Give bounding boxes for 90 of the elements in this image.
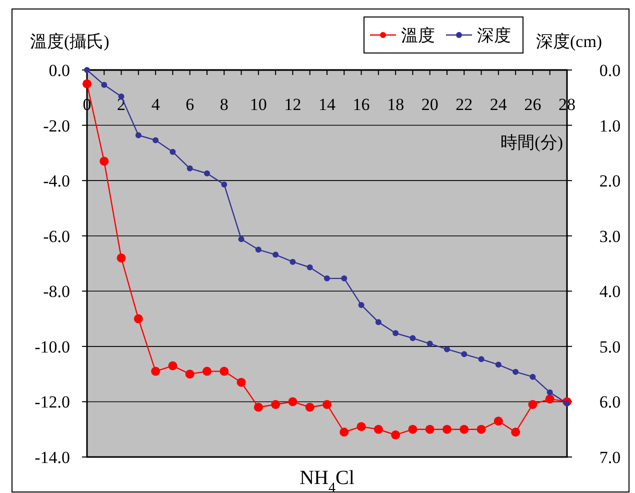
point	[478, 356, 484, 362]
point	[511, 428, 520, 437]
y2-axis-title: 深度(cm)	[536, 32, 602, 51]
point	[272, 252, 279, 258]
point	[322, 400, 332, 409]
y2-tick-label: 0.0	[599, 61, 621, 80]
y2-tick-label: 7.0	[599, 448, 621, 467]
point	[152, 137, 159, 144]
point	[204, 170, 210, 176]
legend-label: 深度	[477, 26, 511, 45]
y2-tick-label: 1.0	[599, 116, 621, 136]
y-axis-title: 溫度(攝氏)	[30, 32, 110, 51]
point	[494, 416, 503, 426]
point	[564, 400, 570, 406]
point	[476, 424, 486, 434]
x-tick-label: 14	[318, 95, 336, 114]
point	[290, 258, 296, 265]
x-tick-label: 12	[284, 95, 302, 114]
y-tick-label: -14.0	[34, 448, 70, 467]
point	[305, 402, 314, 412]
x-tick-label: 20	[421, 95, 438, 114]
point	[220, 366, 229, 376]
point	[135, 132, 142, 138]
point	[408, 424, 418, 434]
point	[255, 246, 262, 253]
point	[356, 422, 366, 432]
y-tick-label: -2.0	[43, 116, 70, 136]
point	[238, 236, 244, 242]
point	[512, 368, 519, 375]
x-tick-label: 24	[490, 95, 508, 114]
point	[100, 156, 109, 166]
x-axis-title: 時間(分)	[500, 133, 563, 152]
point	[442, 424, 452, 434]
point	[340, 428, 349, 437]
point	[392, 330, 399, 336]
x-tick-label: 26	[524, 95, 542, 114]
point	[530, 374, 536, 380]
y2-tick-label: 4.0	[599, 282, 621, 302]
point	[324, 275, 330, 282]
point	[168, 361, 178, 370]
point	[461, 351, 468, 358]
point	[185, 370, 194, 379]
point	[528, 400, 538, 409]
point	[341, 275, 348, 282]
x-tick-label: 18	[387, 95, 404, 114]
y-tick-label: -10.0	[34, 337, 70, 356]
point	[186, 165, 193, 172]
point	[545, 394, 554, 404]
y2-tick-label: 2.0	[599, 172, 621, 191]
point	[271, 400, 280, 409]
y-tick-label: 0.0	[48, 61, 70, 80]
point	[84, 67, 90, 73]
x-tick-label: 6	[186, 95, 194, 114]
point	[116, 253, 126, 262]
y2-tick-label: 3.0	[599, 226, 621, 246]
point	[426, 340, 433, 347]
point	[236, 378, 246, 387]
point	[460, 424, 469, 434]
point	[82, 79, 92, 88]
point	[254, 402, 263, 412]
y-tick-label: -4.0	[43, 172, 70, 191]
point	[221, 181, 228, 188]
point	[202, 366, 212, 376]
point	[170, 148, 176, 155]
point	[101, 82, 108, 88]
y2-tick-label: 5.0	[599, 337, 621, 356]
x-tick-label: 10	[250, 95, 267, 114]
point	[374, 424, 383, 434]
point	[306, 264, 313, 270]
point	[410, 335, 416, 342]
x-tick-label: 8	[220, 95, 228, 114]
y-tick-label: -6.0	[43, 226, 70, 246]
point	[375, 319, 382, 326]
point	[134, 314, 143, 324]
point	[444, 346, 450, 352]
y-tick-label: -12.0	[34, 392, 70, 412]
y2-tick-label: 6.0	[599, 392, 621, 412]
point	[151, 366, 160, 376]
y-tick-label: -8.0	[43, 282, 70, 302]
x-tick-label: 4	[151, 95, 160, 114]
point	[288, 397, 298, 406]
x-tick-label: 16	[352, 95, 370, 114]
x-tick-label: 22	[456, 95, 473, 114]
point	[495, 362, 502, 368]
legend-label: 溫度	[401, 26, 435, 45]
point	[358, 302, 364, 308]
text: NH$_{4}$Cl	[300, 467, 355, 493]
point	[391, 430, 400, 440]
point	[546, 389, 553, 396]
point	[425, 424, 434, 434]
